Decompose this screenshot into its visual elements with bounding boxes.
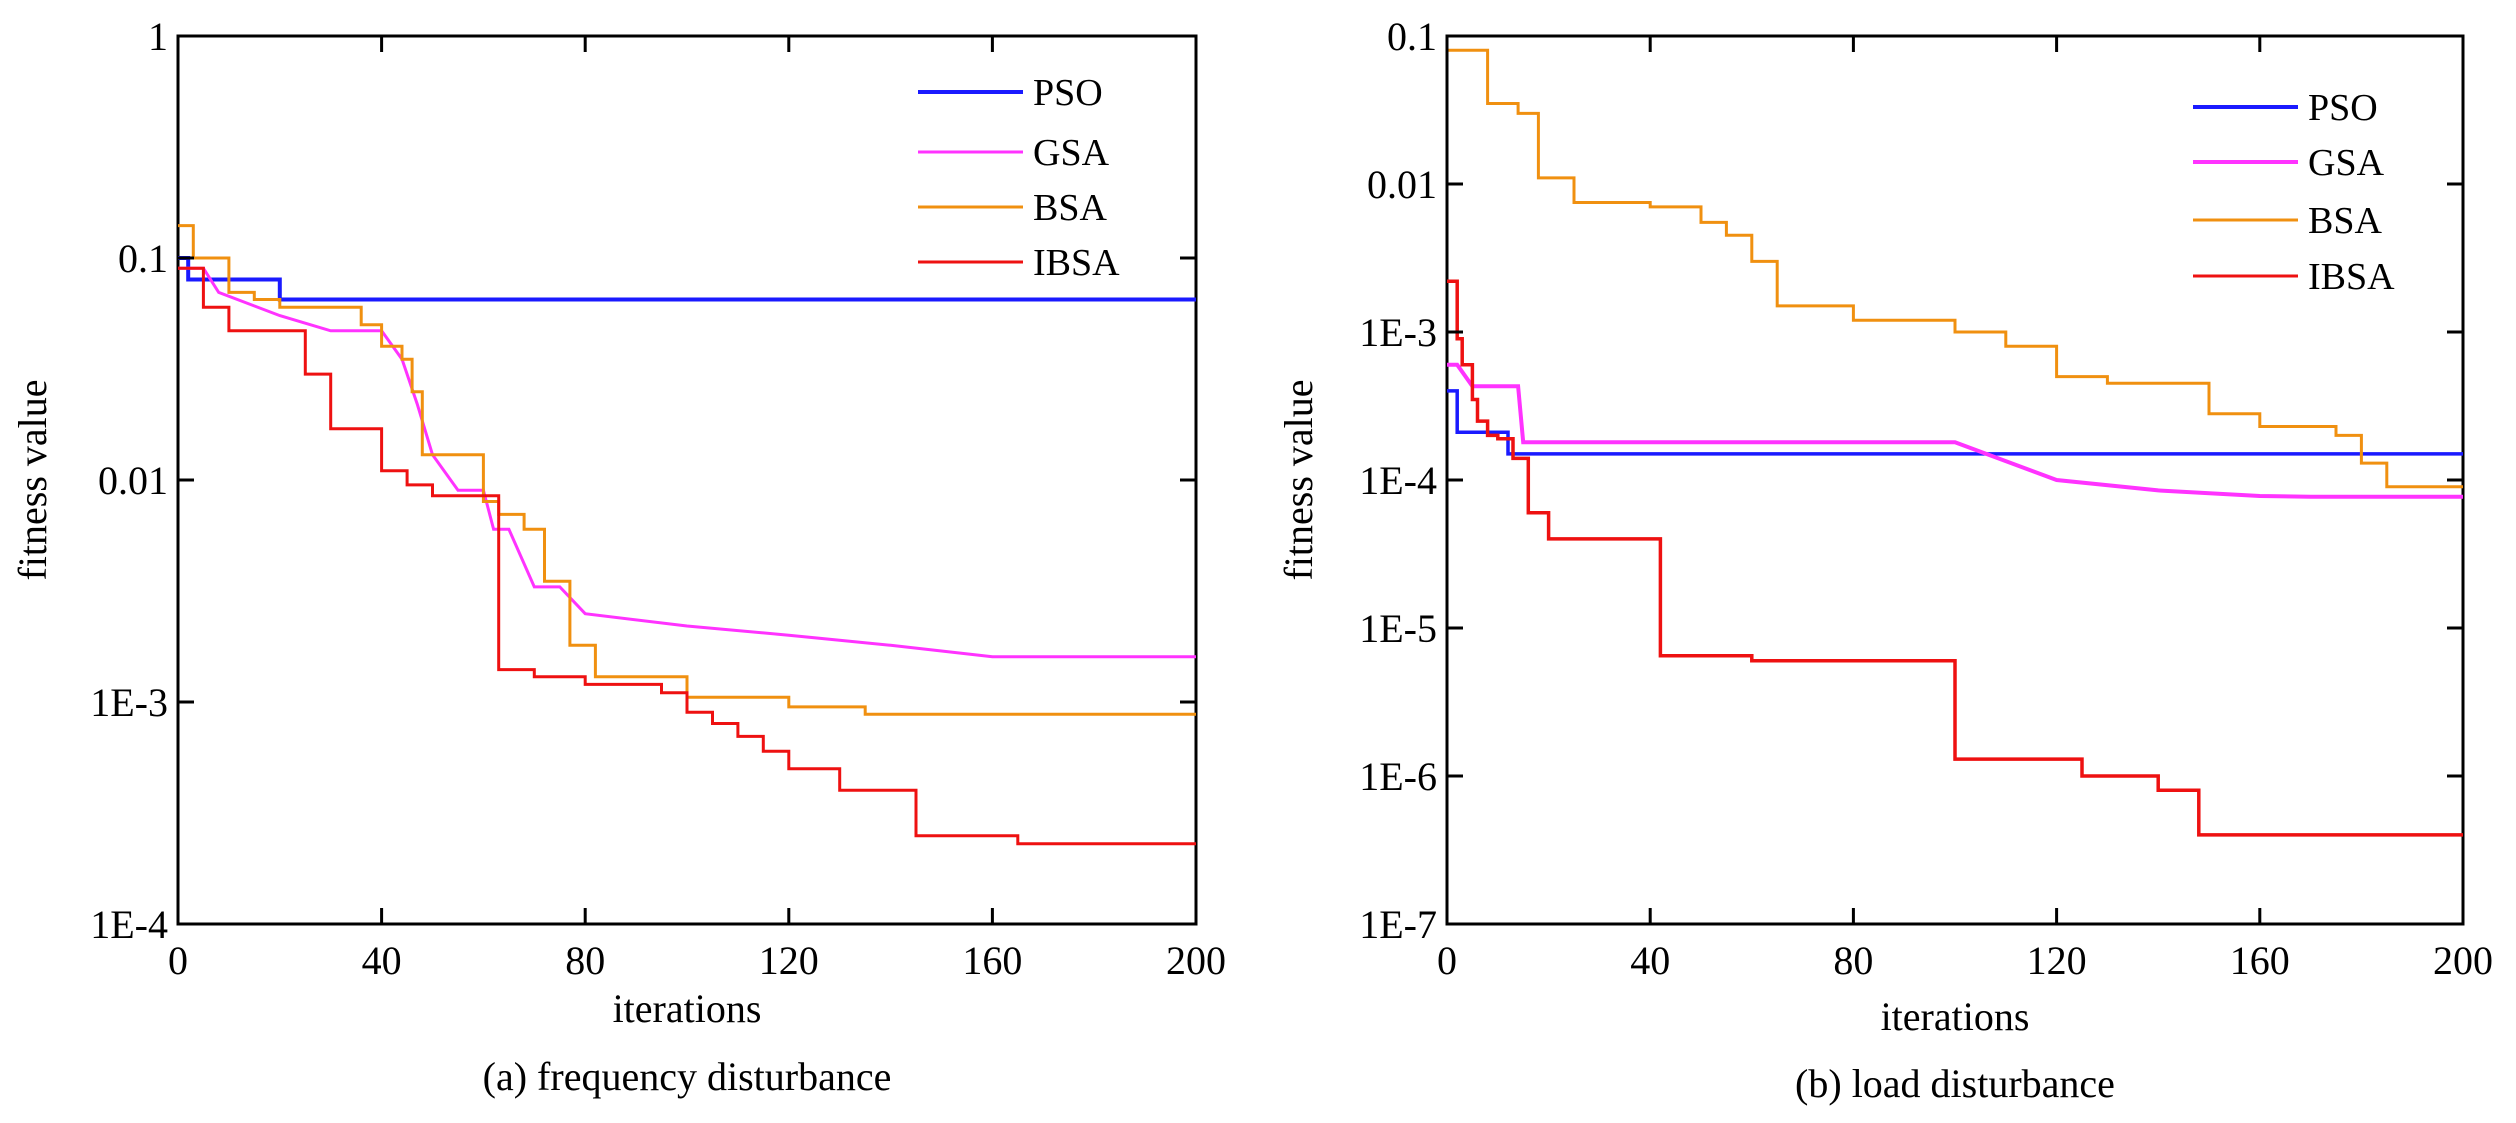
legend: PSO GSA BSA IBSA [918,72,1120,284]
y-tick-label: 1E-7 [1359,902,1437,947]
x-tick-label: 0 [168,938,188,983]
series-line-ibsa [178,266,1196,846]
legend-label-gsa: GSA [2308,142,2385,184]
x-tick-label: 120 [759,938,819,983]
y-tick-label: 1 [148,14,168,59]
series-line-gsa [1447,362,2463,499]
legend-label-bsa: BSA [2308,200,2382,242]
series-line-bsa [1447,48,2463,489]
y-axis-title: fitness value [1276,379,1321,580]
x-axis-title: iterations [613,986,762,1031]
x-tick-label: 200 [1166,938,1226,983]
x-tick-label: 40 [1630,938,1670,983]
y-tick-label: 1E-4 [1359,458,1437,503]
chart-a-frequency-disturbance: 0 40 80 120 160 200 1E-4 1E-3 0.01 0.1 1 PSO GSA B… [10,14,1226,1099]
y-tick-label: 0.1 [1387,14,1437,59]
series-line-ibsa [1447,279,2463,837]
legend-label-ibsa: IBSA [1033,242,1120,284]
tick-layer: 0 40 80 120 160 200 1E-4 1E-3 0.01 0.1 1 [90,14,1226,983]
y-tick-label: 1E-5 [1359,606,1437,651]
x-tick-label: 120 [2027,938,2087,983]
chart-b-load-disturbance: 0 40 80 120 160 200 1E-7 1E-6 1E-5 1E-4 1E-3 0.01 0.… [1276,14,2493,1106]
y-axis-title: fitness value [10,379,55,580]
series-layer [178,224,1196,846]
x-tick-label: 40 [362,938,402,983]
series-line-pso [1447,389,2463,456]
chart-caption: (b) load disturbance [1795,1061,2115,1106]
y-tick-label: 0.1 [118,236,168,281]
x-tick-label: 80 [1833,938,1873,983]
y-tick-label: 0.01 [1367,162,1437,207]
y-tick-label: 1E-3 [90,680,168,725]
y-tick-label: 1E-6 [1359,754,1437,799]
x-tick-label: 160 [2230,938,2290,983]
x-tick-label: 200 [2433,938,2493,983]
legend-label-ibsa: IBSA [2308,256,2395,298]
x-tick-label: 160 [962,938,1022,983]
x-tick-label: 0 [1437,938,1457,983]
y-tick-label: 0.01 [98,458,168,503]
y-tick-label: 1E-3 [1359,310,1437,355]
x-axis-title: iterations [1881,994,2030,1039]
legend-label-gsa: GSA [1033,132,1110,174]
legend: PSO GSA BSA IBSA [2193,87,2395,298]
chart-caption: (a) frequency disturbance [483,1054,892,1099]
y-tick-label: 1E-4 [90,902,168,947]
legend-label-pso: PSO [1033,72,1103,114]
series-line-gsa [178,266,1196,659]
legend-label-bsa: BSA [1033,187,1107,229]
tick-layer: 0 40 80 120 160 200 1E-7 1E-6 1E-5 1E-4 1E-3 0.01 0.… [1359,14,2493,983]
legend-label-pso: PSO [2308,87,2378,129]
series-layer [1447,48,2463,837]
x-tick-label: 80 [565,938,605,983]
series-line-bsa [178,224,1196,716]
